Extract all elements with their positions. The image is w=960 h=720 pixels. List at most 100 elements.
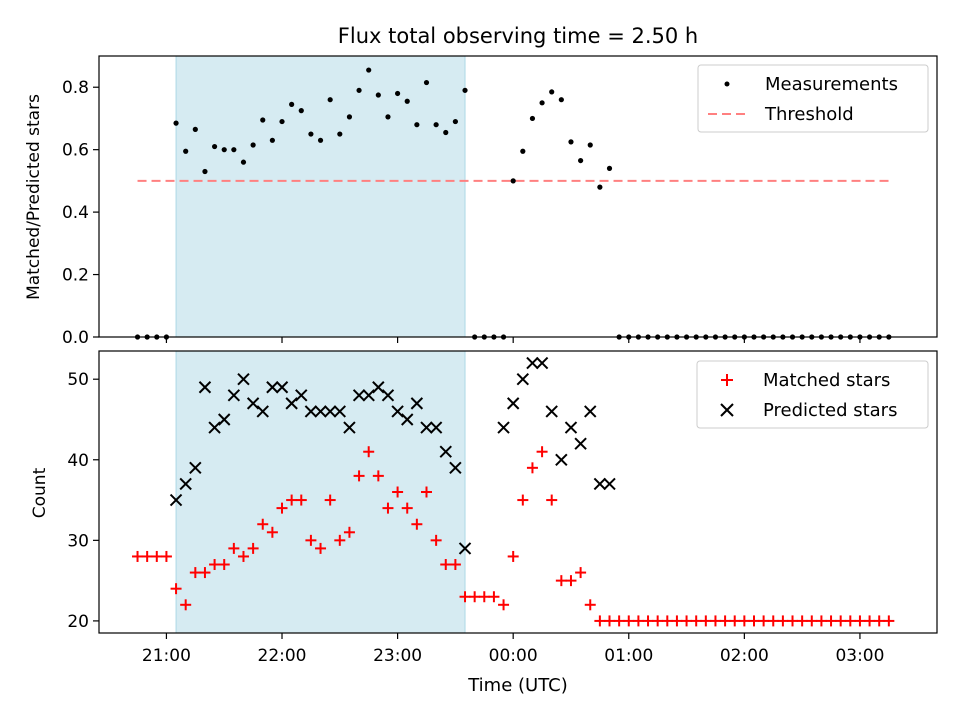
bottom-y-tick-label: 50 bbox=[67, 370, 89, 390]
matched-point bbox=[604, 615, 616, 627]
measurement-point bbox=[606, 165, 613, 171]
x-tick-label: 23:00 bbox=[373, 646, 422, 666]
matched-point bbox=[324, 494, 336, 506]
matched-point bbox=[401, 502, 413, 514]
matched-point bbox=[507, 550, 519, 562]
predicted-point bbox=[227, 389, 241, 402]
predicted-point bbox=[295, 389, 308, 402]
top-legend-box bbox=[697, 64, 929, 133]
predicted-point bbox=[333, 405, 347, 418]
measurement-point bbox=[250, 142, 256, 148]
predicted-point bbox=[574, 437, 587, 450]
legend-predicted-label: Predicted stars bbox=[763, 400, 897, 421]
legend-measurements-marker bbox=[724, 81, 730, 87]
predicted-point bbox=[343, 421, 356, 434]
top-panel: 0.0 0.2 0.4 0.6 0.8 Flux total observing tim… bbox=[24, 24, 938, 348]
measurement-point bbox=[510, 178, 516, 184]
matched-point bbox=[690, 615, 702, 627]
matched-point bbox=[372, 470, 384, 482]
matched-point bbox=[247, 542, 259, 554]
matched-point bbox=[864, 615, 876, 627]
predicted-point bbox=[545, 405, 558, 418]
bottom-y-axis-label: Count bbox=[30, 467, 50, 518]
matched-point bbox=[613, 615, 625, 627]
matched-point bbox=[565, 575, 577, 587]
matched-point bbox=[526, 462, 538, 474]
predicted-point bbox=[420, 421, 433, 434]
legend-predicted-marker bbox=[720, 403, 734, 417]
observing-window-shade-bottom bbox=[175, 350, 466, 634]
predicted-point bbox=[372, 381, 385, 394]
matched-point bbox=[700, 615, 712, 627]
top-x-ticks bbox=[165, 337, 861, 343]
measurement-point bbox=[221, 147, 227, 153]
predicted-point bbox=[266, 381, 279, 394]
measurement-point bbox=[269, 137, 275, 143]
matched-point bbox=[276, 502, 288, 514]
top-y-ticks: 0.0 0.2 0.4 0.6 0.8 bbox=[62, 78, 99, 348]
top-legend: Measurements Threshold bbox=[697, 64, 929, 133]
matched-point bbox=[642, 615, 654, 627]
predicted-points bbox=[169, 356, 616, 555]
predicted-point bbox=[169, 493, 183, 507]
matched-point bbox=[844, 615, 856, 627]
measurement-point bbox=[549, 89, 555, 95]
legend-threshold-label: Threshold bbox=[764, 104, 854, 125]
matched-point bbox=[218, 559, 230, 571]
predicted-point bbox=[535, 356, 549, 370]
matched-point bbox=[873, 615, 885, 627]
matched-point bbox=[189, 567, 201, 579]
measurement-point bbox=[587, 142, 593, 148]
top-y-tick-label: 0.4 bbox=[62, 203, 89, 223]
measurement-point bbox=[597, 184, 603, 190]
x-tick-label: 00:00 bbox=[489, 646, 538, 666]
matched-point bbox=[555, 575, 567, 587]
matched-point bbox=[199, 567, 211, 579]
measurement-point bbox=[462, 87, 468, 93]
measurement-point bbox=[211, 143, 218, 150]
predicted-point bbox=[323, 405, 337, 418]
measurement-point bbox=[192, 126, 198, 132]
predicted-point bbox=[352, 389, 366, 402]
matched-point bbox=[478, 591, 490, 603]
measurement-point bbox=[539, 100, 545, 106]
predicted-point bbox=[429, 421, 443, 434]
top-y-axis-label: Matched/Predicted stars bbox=[24, 94, 44, 300]
measurement-point bbox=[404, 98, 410, 104]
bottom-legend-box bbox=[696, 360, 929, 429]
matched-point bbox=[353, 470, 365, 482]
predicted-point bbox=[314, 405, 327, 418]
x-tick-label: 01:00 bbox=[604, 646, 653, 666]
matched-point bbox=[315, 542, 327, 554]
measurement-point bbox=[289, 101, 295, 107]
predicted-point bbox=[497, 421, 510, 434]
matched-point bbox=[594, 615, 606, 627]
predicted-point bbox=[584, 405, 597, 418]
matched-point bbox=[681, 615, 693, 627]
bottom-panel: 20 30 40 50 21:00 22:00 23:00 00:00 01:00 02:00 0… bbox=[30, 350, 938, 696]
observing-window-shade-top bbox=[175, 55, 466, 338]
predicted-point bbox=[218, 413, 231, 426]
legend-measurements-label: Measurements bbox=[765, 74, 898, 95]
measurement-point bbox=[433, 122, 439, 128]
top-y-tick-label: 0.6 bbox=[62, 141, 89, 161]
measurement-point bbox=[520, 148, 526, 154]
legend-matched-label: Matched stars bbox=[763, 370, 890, 391]
predicted-point bbox=[603, 477, 616, 491]
predicted-point bbox=[208, 421, 221, 434]
matched-point bbox=[257, 518, 269, 530]
matched-point bbox=[488, 591, 500, 603]
predicted-point bbox=[555, 453, 568, 466]
measurement-point bbox=[240, 159, 247, 165]
matched-point bbox=[517, 494, 529, 506]
measurement-point bbox=[568, 139, 574, 145]
matched-point bbox=[343, 526, 355, 538]
matched-point bbox=[661, 615, 673, 627]
bottom-legend: Matched stars Predicted stars bbox=[696, 360, 929, 429]
matched-point bbox=[796, 615, 808, 627]
top-y-tick-label: 0.2 bbox=[62, 266, 89, 286]
x-tick-label: 02:00 bbox=[720, 646, 769, 666]
predicted-point bbox=[506, 397, 520, 410]
bottom-y-tick-label: 40 bbox=[67, 451, 89, 471]
predicted-point bbox=[593, 477, 607, 491]
